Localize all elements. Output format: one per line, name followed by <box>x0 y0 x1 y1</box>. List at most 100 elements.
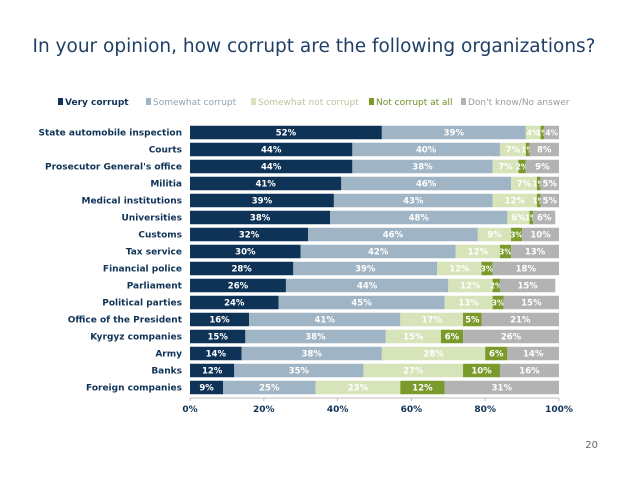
bar-segment <box>190 261 294 276</box>
data-label: 9% <box>487 231 502 241</box>
bar-segment <box>463 312 482 327</box>
category-label: Foreign companies <box>86 384 182 394</box>
data-label: 44% <box>261 146 282 156</box>
data-label: 12% <box>449 265 470 275</box>
bar-segment <box>540 176 559 191</box>
data-label: 5% <box>543 197 558 207</box>
data-label: 1% <box>532 197 545 206</box>
data-label: 31% <box>492 384 513 394</box>
data-label: 10% <box>530 231 551 241</box>
bar-segment <box>511 176 537 191</box>
bar-segment <box>190 142 353 157</box>
bar-segment <box>381 346 486 361</box>
bar-segment <box>444 295 493 310</box>
category-label: Financial police <box>103 265 182 275</box>
bar-segment <box>381 125 526 140</box>
data-label: 25% <box>259 384 280 394</box>
category-label: Office of the President <box>68 316 183 326</box>
data-label: 38% <box>305 333 326 343</box>
bar-segment <box>333 193 493 208</box>
data-label: 46% <box>416 180 437 190</box>
data-label: 52% <box>276 129 297 139</box>
legend-label-2: Somewhat not corrupt <box>258 98 359 108</box>
data-label: 16% <box>209 316 230 326</box>
category-label: Banks <box>151 367 182 377</box>
bar-segment <box>190 329 246 344</box>
data-label: 3% <box>510 231 523 240</box>
page-number: 20 <box>585 440 598 451</box>
category-label: Kyrgyz companies <box>90 333 182 343</box>
bar-segment <box>293 261 438 276</box>
bar-segment <box>223 380 316 395</box>
bar-segment <box>525 142 530 157</box>
data-label: 27% <box>403 367 424 377</box>
bar-segment <box>241 346 382 361</box>
bar-segment <box>190 363 235 378</box>
bar-segment <box>507 346 559 361</box>
data-label: 15% <box>521 299 542 309</box>
category-label: Army <box>155 350 182 360</box>
data-label: 24% <box>224 299 245 309</box>
x-tick-label: 100% <box>545 405 573 415</box>
data-label: 12% <box>412 384 433 394</box>
data-label: 32% <box>239 231 260 241</box>
bar-segment <box>525 125 541 140</box>
bar-segment <box>234 363 364 378</box>
bar-segment <box>463 363 500 378</box>
legend-swatch-4 <box>461 98 466 105</box>
bar-segment <box>448 278 493 293</box>
bar-segment <box>440 329 464 344</box>
category-label: Parliament <box>127 282 183 292</box>
data-label: 1% <box>521 146 534 155</box>
data-label: 7% <box>517 180 532 190</box>
data-label: 26% <box>228 282 249 292</box>
data-label: 15% <box>517 282 538 292</box>
category-label: State automobile inspection <box>39 129 182 139</box>
bar-segment <box>499 244 512 259</box>
data-label: 5% <box>543 180 558 190</box>
data-label: 5% <box>465 316 480 326</box>
legend-swatch-0 <box>58 98 63 105</box>
data-label: 21% <box>510 316 531 326</box>
category-label: Medical institutions <box>82 197 183 207</box>
bar-segment <box>190 312 250 327</box>
bar-segment <box>499 278 556 293</box>
data-label: 9% <box>535 163 550 173</box>
legend-swatch-3 <box>369 98 374 105</box>
data-label: 1% <box>525 214 538 223</box>
category-label: Customs <box>138 231 182 241</box>
data-label: 12% <box>460 282 481 292</box>
bar-segment <box>481 261 493 276</box>
bar-segment <box>352 159 493 174</box>
data-label: 12% <box>202 367 223 377</box>
data-label: 9% <box>199 384 214 394</box>
legend-label-1: Somewhat corrupt <box>153 98 237 108</box>
chart-title: In your opinion, how corrupt are the fol… <box>32 36 596 57</box>
bar-segment <box>330 210 508 225</box>
bar-segment <box>352 142 500 157</box>
data-label: 39% <box>355 265 376 275</box>
bar-segment <box>190 244 301 259</box>
bar-segment <box>190 227 309 242</box>
bar-segment <box>444 380 559 395</box>
data-label: 15% <box>207 333 228 343</box>
data-label: 38% <box>250 214 271 224</box>
bar-segment <box>492 159 519 174</box>
data-label: 13% <box>525 248 546 258</box>
bar-segment <box>533 210 556 225</box>
legend-label-3: Not corrupt at all <box>376 98 453 108</box>
bar-segment <box>190 193 334 208</box>
bar-segment <box>385 329 441 344</box>
data-label: 12% <box>505 197 526 207</box>
data-label: 17% <box>422 316 443 326</box>
data-label: 39% <box>444 129 465 139</box>
data-label: 28% <box>423 350 444 360</box>
bar-segment <box>363 363 464 378</box>
bar-segment <box>536 193 541 208</box>
data-label: 8% <box>537 146 552 156</box>
data-label: 44% <box>357 282 378 292</box>
data-label: 6% <box>511 214 526 224</box>
bar-segment <box>525 159 559 174</box>
data-label: 2% <box>516 163 529 172</box>
